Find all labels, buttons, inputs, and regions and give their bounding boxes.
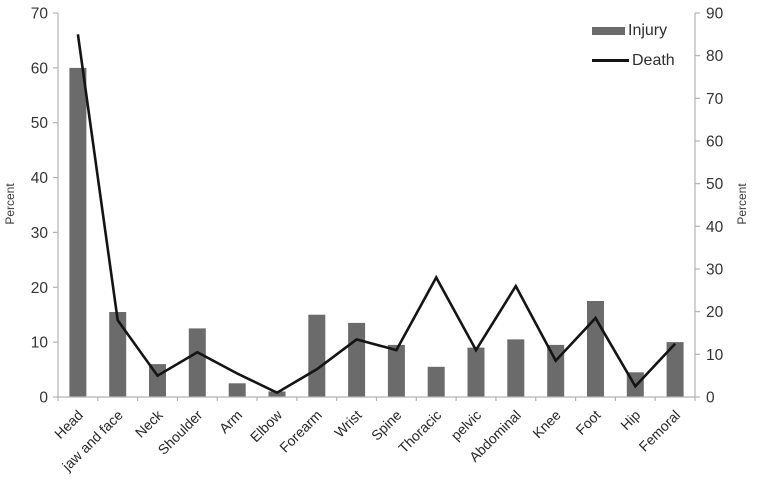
legend-label-death: Death — [632, 51, 675, 69]
category-label: Head — [51, 407, 86, 442]
injury-bar — [387, 344, 405, 397]
right-axis-tick-label: 50 — [706, 176, 724, 193]
injury-bar — [69, 67, 87, 398]
injury-bar — [109, 312, 127, 397]
category-label: Neck — [132, 406, 167, 441]
category-label: Spine — [368, 407, 405, 444]
category-label: Forearm — [276, 407, 325, 456]
category-label: Thoracic — [395, 407, 444, 456]
right-axis-tick-label: 70 — [706, 91, 724, 108]
injury-bar — [228, 383, 246, 397]
injury-bar — [188, 328, 206, 397]
injury-bar-swatch-icon — [592, 26, 625, 35]
right-axis-tick-label: 0 — [706, 390, 715, 407]
left-axis-tick-label: 20 — [31, 280, 49, 297]
right-axis-title: Percent — [735, 183, 749, 225]
category-label: Knee — [529, 407, 564, 442]
left-axis-tick-label: 40 — [31, 170, 49, 187]
injury-bar — [467, 347, 485, 397]
category-label: pelvic — [448, 407, 485, 444]
injury-bar — [268, 391, 286, 397]
injury-bar — [427, 366, 445, 397]
left-axis-title: Percent — [3, 183, 17, 225]
category-label: Wrist — [331, 407, 365, 441]
right-axis-tick-label: 60 — [706, 134, 724, 151]
legend: Injury Death — [592, 20, 675, 80]
right-axis-tick-label: 30 — [706, 262, 724, 279]
right-axis-tick-label: 90 — [706, 6, 724, 23]
injury-bar — [666, 342, 684, 397]
left-axis-tick-label: 50 — [31, 115, 49, 132]
injury-bar — [587, 301, 604, 397]
right-axis-tick-label: 80 — [706, 48, 724, 65]
right-axis-tick-label: 10 — [706, 347, 724, 364]
death-line-swatch-icon — [592, 59, 629, 62]
injury-bar — [348, 322, 366, 397]
right-axis-tick-label: 40 — [706, 219, 724, 236]
left-axis-tick-label: 10 — [31, 335, 49, 352]
left-axis-tick-label: 30 — [31, 225, 49, 242]
left-axis-tick-label: 70 — [31, 6, 49, 23]
legend-item-death: Death — [592, 50, 675, 71]
injury-bar — [507, 339, 525, 397]
category-label: Foot — [572, 407, 603, 438]
left-axis-tick-label: 60 — [31, 60, 49, 77]
legend-label-injury: Injury — [628, 21, 668, 39]
legend-item-injury: Injury — [592, 20, 675, 41]
death-line — [76, 34, 677, 395]
injury-bar — [308, 314, 326, 397]
category-label: Hip — [617, 407, 643, 433]
category-label: Femoral — [636, 407, 684, 455]
left-axis-tick-label: 0 — [39, 390, 48, 407]
right-axis-tick-label: 20 — [706, 304, 724, 321]
category-label: Arm — [216, 407, 245, 436]
category-label: Shoulder — [155, 407, 206, 458]
